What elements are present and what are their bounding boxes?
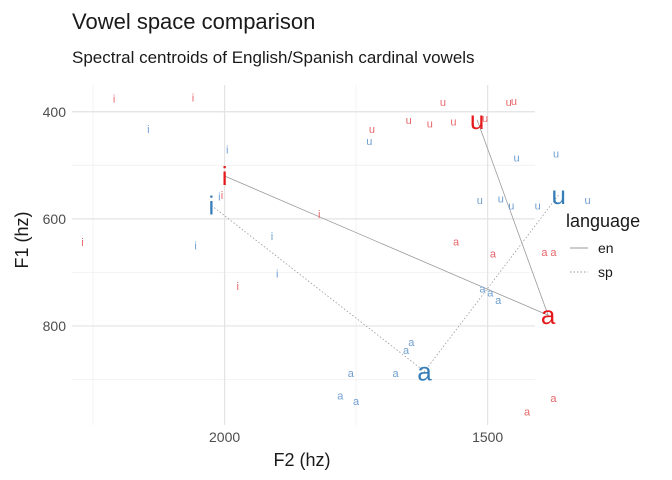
centroid-sp-i: i: [209, 190, 215, 220]
token-sp-a: a: [403, 345, 410, 357]
triangle-sp: [211, 194, 559, 373]
token-sp-i: i: [276, 268, 278, 280]
x-tick-label: 1500: [472, 429, 503, 445]
y-axis-title: F1 (hz): [12, 211, 32, 268]
token-sp-u: u: [498, 194, 504, 206]
legend-title: language: [566, 211, 640, 231]
token-en-a: a: [453, 236, 460, 248]
token-en-u: u: [506, 97, 512, 109]
token-sp-u: u: [508, 200, 514, 212]
token-sp-a: a: [353, 396, 360, 408]
token-en-i: i: [237, 281, 239, 293]
x-tick-label: 2000: [209, 429, 240, 445]
centroid-en-u: u: [470, 105, 484, 135]
token-en-u: u: [511, 96, 517, 108]
y-tick-label: 400: [43, 104, 67, 120]
axis-ticks: 2000 1500 400 600 800: [43, 104, 504, 445]
triangle-en: [224, 119, 549, 316]
token-en-u: u: [369, 124, 375, 136]
token-sp-u: u: [514, 152, 520, 164]
token-sp-a: a: [393, 368, 400, 380]
centroid-en-a: a: [541, 300, 556, 330]
token-sp-a: a: [495, 295, 502, 307]
centroid-sp-a: a: [417, 356, 432, 386]
token-en-a: a: [550, 393, 557, 405]
token-en-a: a: [490, 249, 497, 261]
centroid-en-i: i: [222, 161, 228, 191]
token-en-u: u: [427, 119, 433, 131]
token-en-i: i: [221, 190, 223, 202]
y-tick-label: 800: [43, 318, 67, 334]
token-en-a: a: [550, 247, 557, 259]
vowel-triangles: [211, 119, 559, 373]
token-sp-u: u: [366, 136, 372, 148]
token-en-i: i: [192, 92, 194, 104]
token-sp-a: a: [487, 288, 494, 300]
token-sp-a: a: [479, 283, 486, 295]
token-sp-a: a: [337, 391, 344, 403]
token-sp-u: u: [553, 149, 559, 161]
token-en-i: i: [318, 209, 320, 221]
token-en-i: i: [81, 237, 83, 249]
token-en-i: i: [113, 93, 115, 105]
token-sp-i: i: [271, 231, 273, 243]
token-sp-i: i: [147, 124, 149, 136]
token-sp-i: i: [194, 241, 196, 253]
token-en-u: u: [482, 113, 488, 125]
token-sp-i: i: [226, 144, 228, 156]
token-sp-u: u: [477, 195, 483, 207]
token-en-u: u: [440, 97, 446, 109]
y-tick-label: 600: [43, 211, 67, 227]
legend-label-sp: sp: [598, 264, 613, 280]
centroid-sp-u: u: [551, 180, 565, 210]
token-en-a: a: [524, 407, 531, 419]
token-sp-a: a: [408, 337, 415, 349]
legend-label-en: en: [598, 240, 614, 256]
token-sp-u: u: [535, 200, 541, 212]
token-sp-u: u: [585, 195, 591, 207]
chart-subtitle: Spectral centroids of English/Spanish ca…: [72, 48, 475, 67]
token-en-u: u: [450, 116, 456, 128]
centroid-labels: i u a i u a: [209, 105, 566, 387]
x-axis-title: F2 (hz): [273, 450, 330, 470]
token-sp-i: i: [218, 191, 220, 203]
token-en-u: u: [406, 115, 412, 127]
chart-title: Vowel space comparison: [72, 9, 315, 34]
token-en-a: a: [541, 247, 548, 259]
grid: [72, 85, 535, 425]
token-sp-a: a: [348, 368, 355, 380]
legend: language en sp: [566, 211, 640, 280]
